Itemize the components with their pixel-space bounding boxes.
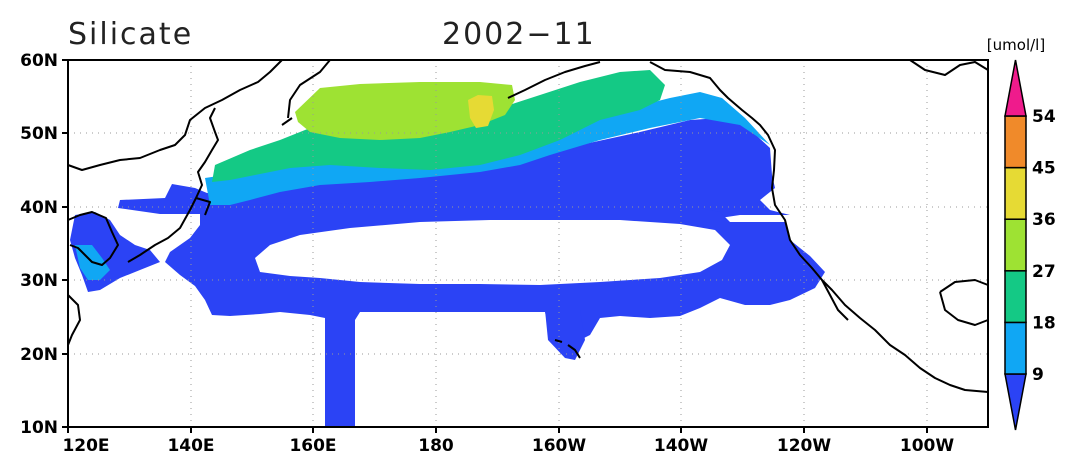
y-tick-label: 50N	[20, 124, 58, 144]
coastline-north-america	[649, 61, 989, 393]
colorbar-segment	[1004, 115, 1027, 169]
x-tick-label: 120E	[62, 436, 109, 456]
y-axis: 60N 50N 40N 30N 20N 10N	[20, 51, 68, 438]
colorbar-segment	[1004, 166, 1027, 220]
coastline-kamchatka	[281, 59, 331, 126]
silicate-field	[70, 70, 825, 427]
region-27-36	[295, 82, 515, 140]
region-low-meridional-strip	[325, 300, 355, 427]
region-low-north-band	[118, 118, 790, 218]
colorbar-segment	[1004, 270, 1027, 324]
date-title: 2002−11	[442, 17, 596, 52]
coastline-japan	[127, 107, 219, 263]
coastline-asia	[67, 59, 283, 171]
colorbar-label: 45	[1032, 159, 1056, 179]
colorbar-segment	[1004, 218, 1027, 272]
colorbar-lower-arrow	[1004, 373, 1027, 431]
region-36-45	[468, 95, 494, 128]
x-tick-label: 180	[418, 436, 454, 456]
colorbar-upper-arrow	[1004, 59, 1027, 117]
colorbar-label: 54	[1032, 107, 1056, 127]
x-tick-label: 140W	[654, 436, 708, 456]
colorbar-segment	[1004, 321, 1027, 375]
coastline-hawaii	[554, 339, 581, 359]
colorbar-label: 36	[1032, 210, 1056, 230]
colorbar-units: [umol/l]	[987, 36, 1045, 54]
y-tick-label: 30N	[20, 271, 58, 291]
y-tick-label: 10N	[20, 418, 58, 438]
x-tick-label: 100W	[900, 436, 954, 456]
x-tick-label: 160E	[289, 436, 336, 456]
y-tick-label: 20N	[20, 345, 58, 365]
x-tick-label: 140E	[167, 436, 214, 456]
x-tick-label: 120W	[777, 436, 831, 456]
variable-title: Silicate	[68, 17, 193, 52]
y-tick-label: 60N	[20, 51, 58, 71]
coastline-aleutians	[507, 61, 601, 99]
x-axis: 120E 140E 160E 180 160W 140W 120W 100W	[62, 427, 954, 456]
region-low-hawaii	[545, 310, 585, 360]
region-ring-interior	[255, 220, 730, 285]
map-frame	[67, 59, 989, 428]
coastline-alaska	[909, 59, 989, 76]
colorbar-label: 27	[1032, 262, 1056, 282]
colorbar: [umol/l] 9 18 27 36 45 54	[987, 36, 1056, 431]
x-tick-label: 160W	[532, 436, 586, 456]
y-tick-label: 40N	[20, 198, 58, 218]
colorbar-label: 18	[1032, 313, 1056, 333]
region-9-18	[205, 92, 770, 205]
coastline-korea-china	[67, 211, 119, 346]
colorbar-label: 9	[1032, 365, 1044, 385]
coastline-baja	[821, 279, 989, 326]
coastlines	[67, 59, 989, 393]
